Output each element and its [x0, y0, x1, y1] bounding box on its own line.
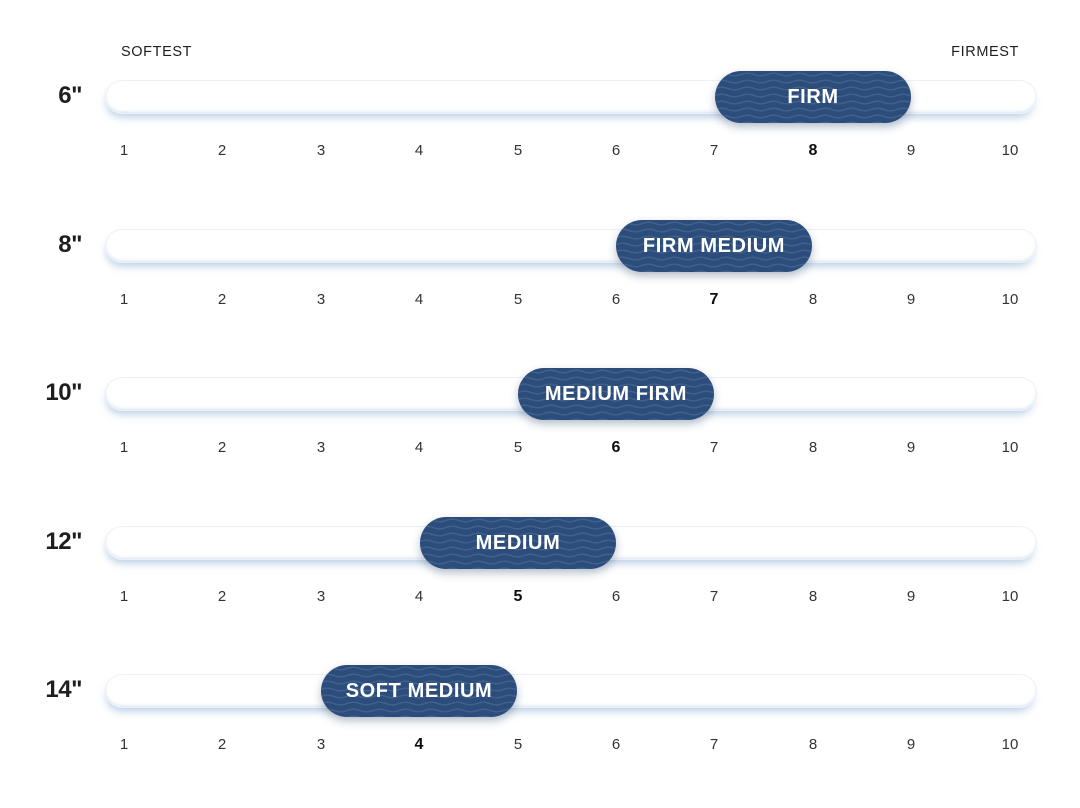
firmness-slider-track[interactable]: MEDIUM — [105, 517, 1037, 569]
firmest-label: FIRMEST — [951, 44, 1019, 60]
scale-number: 2 — [217, 291, 227, 308]
scale-number: 2 — [217, 439, 227, 456]
firmness-row: 14" SOFT MEDIUM 1 2 3 4 5 6 7 8 9 10 — [0, 665, 1080, 774]
scale-number: 9 — [906, 439, 916, 456]
scale-number: 7 — [709, 142, 719, 159]
wave-texture-icon — [420, 517, 616, 569]
scale-number: 1 — [119, 736, 129, 753]
firmness-pill-label: MEDIUM — [475, 531, 561, 554]
scale-number: 5 — [513, 291, 523, 308]
scale-number: 3 — [316, 588, 326, 605]
scale-number: 6 — [611, 142, 621, 159]
scale-number: 8 — [808, 439, 818, 456]
scale-number: 1 — [119, 291, 129, 308]
scale-number: 1 — [119, 439, 129, 456]
scale-number: 10 — [1001, 291, 1019, 308]
scale-number: 5 — [513, 142, 523, 159]
scale-number-active: 6 — [611, 439, 621, 456]
scale-number: 9 — [906, 142, 916, 159]
scale-number: 8 — [808, 588, 818, 605]
firmness-slider-track[interactable]: FIRM MEDIUM — [105, 220, 1037, 272]
scale-number: 2 — [217, 736, 227, 753]
mattress-height-label: 14" — [45, 676, 82, 703]
firmness-row: 6" FIRM 1 2 3 4 5 6 7 8 9 10 — [0, 71, 1080, 180]
scale-number: 1 — [119, 588, 129, 605]
firmness-pill-label: MEDIUM FIRM — [544, 382, 688, 405]
scale-number: 8 — [808, 736, 818, 753]
mattress-height-label: 10" — [45, 379, 82, 406]
scale-number: 6 — [611, 736, 621, 753]
scale-number: 10 — [1001, 439, 1019, 456]
scale-number: 4 — [414, 291, 424, 308]
wave-texture-icon — [321, 665, 517, 717]
wave-texture-icon — [715, 71, 911, 123]
scale-number: 7 — [709, 588, 719, 605]
scale-number-active: 4 — [414, 736, 424, 753]
scale-number: 9 — [906, 588, 916, 605]
firmness-slider-track[interactable]: SOFT MEDIUM — [105, 665, 1037, 717]
scale-number: 7 — [709, 439, 719, 456]
scale-number: 6 — [611, 291, 621, 308]
scale-number: 4 — [414, 142, 424, 159]
scale-number: 5 — [513, 439, 523, 456]
scale-number: 10 — [1001, 142, 1019, 159]
firmness-row: 8" FIRM MEDIUM 1 2 3 4 5 6 7 8 9 10 — [0, 220, 1080, 329]
wave-texture-icon — [616, 220, 812, 272]
firmness-pill[interactable]: FIRM MEDIUM — [616, 220, 812, 272]
scale-number: 5 — [513, 736, 523, 753]
scale-number: 3 — [316, 142, 326, 159]
scale-number: 7 — [709, 736, 719, 753]
firmness-pill[interactable]: MEDIUM — [420, 517, 616, 569]
mattress-height-label: 6" — [58, 82, 82, 109]
scale-number-active: 7 — [709, 291, 719, 308]
mattress-height-label: 8" — [58, 231, 82, 258]
softest-label: SOFTEST — [121, 44, 193, 60]
firmness-pill[interactable]: FIRM — [715, 71, 911, 123]
scale-number: 9 — [906, 736, 916, 753]
wave-texture-icon — [518, 368, 714, 420]
scale-number: 8 — [808, 291, 818, 308]
scale-number: 4 — [414, 588, 424, 605]
scale-number: 6 — [611, 588, 621, 605]
mattress-height-label: 12" — [45, 528, 82, 555]
firmness-slider-track[interactable]: MEDIUM FIRM — [105, 368, 1037, 420]
firmness-pill[interactable]: SOFT MEDIUM — [321, 665, 517, 717]
scale-number: 10 — [1001, 588, 1019, 605]
scale-number: 3 — [316, 736, 326, 753]
scale-number: 3 — [316, 439, 326, 456]
scale-number: 3 — [316, 291, 326, 308]
scale-number: 1 — [119, 142, 129, 159]
firmness-slider-track[interactable]: FIRM — [105, 71, 1037, 123]
firmness-pill[interactable]: MEDIUM FIRM — [518, 368, 714, 420]
firmness-row: 10" MEDIUM FIRM 1 2 3 4 5 6 7 8 9 10 — [0, 368, 1080, 477]
scale-number-active: 5 — [513, 588, 523, 605]
firmness-pill-label: SOFT MEDIUM — [345, 679, 493, 702]
scale-number-active: 8 — [808, 142, 818, 159]
scale-number: 10 — [1001, 736, 1019, 753]
firmness-row: 12" MEDIUM 1 2 3 4 5 6 7 8 9 10 — [0, 517, 1080, 626]
firmness-pill-label: FIRM MEDIUM — [642, 234, 786, 257]
scale-number: 4 — [414, 439, 424, 456]
scale-number: 2 — [217, 588, 227, 605]
scale-number: 2 — [217, 142, 227, 159]
firmness-pill-label: FIRM — [787, 85, 839, 108]
scale-number: 9 — [906, 291, 916, 308]
